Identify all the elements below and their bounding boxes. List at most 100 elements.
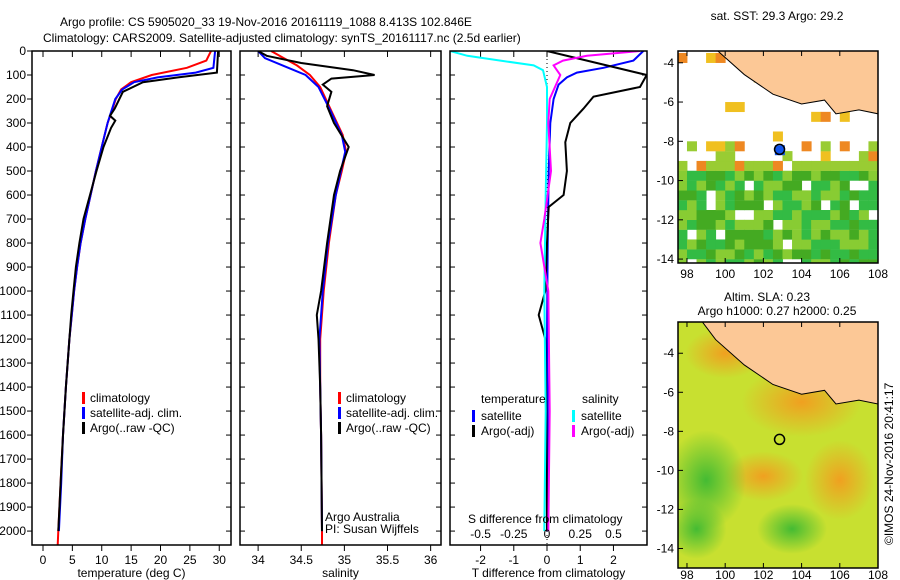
depth-tick-label: 2000 — [0, 524, 26, 538]
sst-cell — [830, 219, 841, 230]
map-y-tick-label: -6 — [663, 95, 674, 109]
map-x-tick-label: 106 — [830, 267, 850, 281]
map-title: sat. SST: 29.3 Argo: 29.2 — [711, 9, 844, 23]
depth-tick-label: 1800 — [0, 476, 26, 490]
sst-cell — [868, 200, 878, 211]
sst-cell — [849, 249, 860, 260]
sst-cell — [792, 180, 803, 191]
s-tick-label: -0.5 — [470, 527, 491, 541]
sst-cell — [839, 190, 850, 201]
title-line1: Argo profile: CS 5905020_33 19-Nov-2016 … — [60, 15, 472, 29]
sst-cell — [792, 210, 803, 220]
sst-cell — [820, 249, 831, 260]
sst-cell — [725, 160, 736, 171]
sst-cell — [858, 160, 869, 171]
sst-cell — [830, 200, 841, 211]
series-line-salinity-argo-adj- — [539, 51, 641, 532]
sst-cell — [820, 219, 831, 230]
depth-tick-label: 800 — [6, 236, 26, 250]
sst-cell — [849, 170, 860, 181]
sst-cell — [858, 249, 869, 260]
sst-cell — [839, 180, 850, 191]
sla-map: 98 100 102 104 106 108 -4 -6 -8 -10 -12 -14 Altim. S… — [657, 290, 889, 580]
sst-cell — [706, 210, 717, 220]
sst-cell — [772, 210, 783, 220]
sst-cell — [782, 190, 793, 201]
sst-cell — [820, 180, 831, 191]
legend-title: temperature — [481, 392, 546, 406]
map-frame — [677, 321, 879, 569]
sst-cell — [715, 52, 726, 63]
map-x-tick-label: 106 — [830, 568, 850, 580]
sst-cell — [678, 52, 688, 63]
sst-cell — [782, 210, 793, 220]
sst-cell — [686, 210, 697, 220]
sst-cell — [753, 249, 764, 260]
sst-cell — [811, 219, 822, 230]
sst-cell — [706, 52, 717, 63]
plot-frame — [31, 50, 232, 546]
sst-cell — [753, 210, 764, 220]
depth-tick-label: 0 — [19, 44, 26, 58]
sst-cell — [830, 180, 841, 191]
map-x-tick-label: 98 — [680, 568, 694, 580]
plot-frame — [239, 50, 442, 546]
sst-cell — [696, 229, 707, 240]
sst-cell — [725, 249, 736, 260]
sst-cell — [782, 180, 793, 191]
sst-cell — [792, 219, 803, 230]
sst-cell — [725, 190, 736, 201]
sst-cell — [763, 170, 774, 181]
x-axis-label: T difference from climatology — [472, 566, 626, 580]
sst-cell — [830, 170, 841, 181]
sst-cell — [715, 160, 726, 171]
sst-cell — [678, 249, 688, 260]
sst-cell — [725, 102, 736, 113]
series-line-argo-raw-qc- — [257, 51, 375, 532]
depth-tick-label: 600 — [6, 188, 26, 202]
depth-tick-label: 1700 — [0, 452, 26, 466]
sst-cell — [763, 249, 774, 260]
series-line-satellite-adj-clim- — [257, 51, 347, 532]
legend-swatch — [82, 407, 85, 419]
sla-high — [804, 440, 875, 521]
sst-cell — [696, 190, 707, 201]
sst-cell — [820, 210, 831, 220]
sst-cell — [725, 210, 736, 220]
sst-cell — [686, 239, 697, 250]
sst-cell — [858, 210, 869, 220]
sst-cell — [763, 160, 774, 171]
map-y-tick-label: -8 — [663, 424, 674, 438]
sst-cell — [696, 219, 707, 230]
sst-cell — [811, 111, 822, 122]
sst-cell — [772, 131, 783, 142]
depth-tick-label: 200 — [6, 92, 26, 106]
s-tick-label: -0.25 — [500, 527, 528, 541]
series-line-climatology — [56, 51, 212, 545]
series-line-satellite-adj-clim- — [57, 51, 217, 532]
sst-cell — [858, 151, 869, 162]
sst-cell — [772, 239, 783, 250]
sst-cell — [811, 190, 822, 201]
sst-cell — [868, 170, 878, 181]
sst-cell — [734, 160, 745, 171]
sst-cell — [734, 190, 745, 201]
sst-cell — [734, 141, 745, 152]
sst-cell — [839, 239, 850, 250]
s-axis-label: S difference from climatology — [468, 512, 623, 526]
x-tick-label: 1 — [577, 553, 584, 567]
legend-label: satellite — [481, 409, 522, 423]
sst-cell — [801, 190, 812, 201]
map-x-tick-label: 108 — [868, 568, 888, 580]
map-y-tick-label: -10 — [657, 174, 675, 188]
legend-swatch — [82, 392, 85, 404]
map-x-tick-label: 98 — [680, 267, 694, 281]
sst-cell — [839, 170, 850, 181]
sst-cell — [725, 239, 736, 250]
sst-cell — [839, 249, 850, 260]
sst-cell — [763, 229, 774, 240]
sst-cell — [830, 259, 841, 263]
sst-cell — [715, 200, 726, 211]
map-y-tick-label: -12 — [657, 502, 675, 516]
x-tick-label: 34.5 — [290, 553, 314, 567]
